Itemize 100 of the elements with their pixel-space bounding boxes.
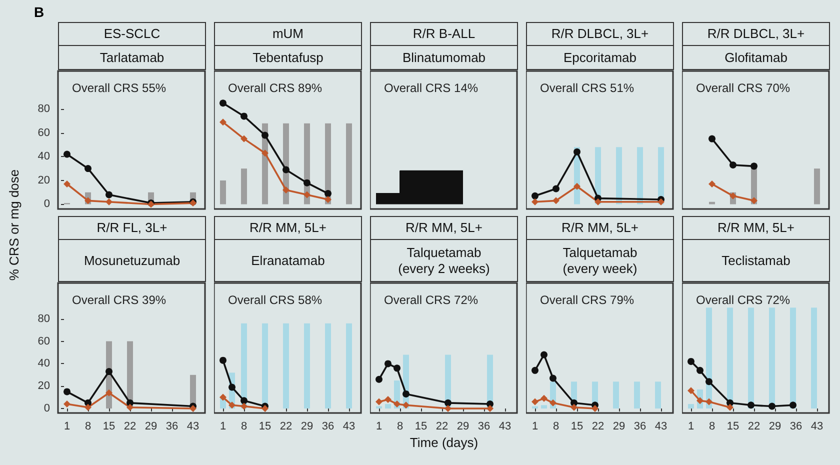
point [106,191,112,198]
x-tick-label: 1 [376,420,382,432]
point [402,402,410,409]
point [106,368,112,376]
x-axis-title: Time (days) [408,435,480,450]
point [64,150,70,158]
chart-title: mUM [214,22,362,46]
point [228,384,236,391]
x-tick-label: 1 [532,420,538,432]
y-tick-label: 80 [38,103,50,116]
x-tick-label: 8 [240,420,248,432]
x-tick-label: 29 [300,420,314,432]
point [240,135,248,142]
chart-title: R/R MM, 5L+ [682,216,830,240]
point [532,398,538,406]
point [376,398,382,406]
point [282,186,290,194]
x-tick-label: 15 [414,420,428,432]
chart-title: ES-SCLC [58,22,206,46]
point [696,397,704,404]
point [444,405,452,412]
x-tick-label: 15 [102,420,116,432]
point [552,197,560,204]
point [688,387,694,394]
chart-title: R/R FL, 3L+ [58,216,206,240]
chart-title: R/R MM, 5L+ [214,216,362,240]
point [768,402,776,410]
point [486,405,494,412]
point [384,360,392,368]
point [550,374,556,382]
chart-title: R/R MM, 5L+ [526,216,674,240]
point [402,390,410,398]
chart-title: R/R DLBCL, 3L+ [682,22,830,46]
point [552,185,560,192]
point [106,389,112,396]
x-tick-label: 22 [748,420,760,432]
point [540,394,548,402]
point [376,376,382,383]
x-tick-label: 36 [322,420,334,432]
y-tick-label: 0 [44,402,50,415]
chart-subtitle: Elranatamab [214,240,362,282]
point [220,394,226,401]
point [748,402,754,409]
point [262,405,268,412]
x-tick-label: 1 [220,420,226,432]
point [750,197,758,204]
point [550,399,556,406]
annotation: Overall CRS 89% [228,81,322,95]
x-tick-label: 1 [64,420,70,432]
point [240,397,248,404]
annotation: Overall CRS 79% [540,293,634,307]
point [304,191,310,198]
x-tick-label: 22 [592,420,604,432]
y-tick-label: 40 [38,358,50,370]
point [324,190,332,198]
annotation: Overall CRS 72% [384,293,478,307]
point [574,182,580,190]
x-tick-label: 15 [570,420,584,432]
point [708,135,716,142]
point [444,399,452,406]
point [706,398,712,406]
x-tick-label: 22 [124,420,136,432]
y-tick-label: 40 [38,150,50,163]
point [84,197,92,204]
point [394,364,400,372]
point [706,378,712,386]
y-tick-label: 20 [38,174,50,186]
x-tick-label: 43 [810,420,824,432]
text: B [34,4,44,20]
chart-title: R/R B-ALL [370,22,518,46]
annotation: Overall CRS 58% [228,293,322,307]
point [64,388,70,396]
point [658,198,664,206]
x-tick-label: 36 [790,420,802,432]
y-axis-title: % CRS or mg dose [6,169,22,281]
chart-title: R/R MM, 5L+ [370,216,518,240]
point [750,162,758,170]
point [220,100,226,107]
bar [814,168,820,204]
point [220,356,226,364]
point [730,192,736,200]
point [790,402,796,409]
point [84,404,92,411]
x-tick-label: 29 [612,420,626,432]
point [240,402,248,410]
point [240,112,248,120]
y-tick-label: 60 [38,335,50,348]
point [64,180,70,188]
x-tick-label: 8 [708,420,716,432]
x-tick-label: 36 [634,420,646,432]
point [64,400,70,408]
x-tick-label: 43 [654,420,668,432]
point [532,192,538,200]
point [384,396,392,404]
x-tick-label: 29 [144,420,158,432]
point [730,161,736,168]
point [540,351,548,358]
x-tick-label: 22 [280,420,292,432]
x-tick-label: 36 [478,420,490,432]
x-tick-label: 43 [342,420,356,432]
